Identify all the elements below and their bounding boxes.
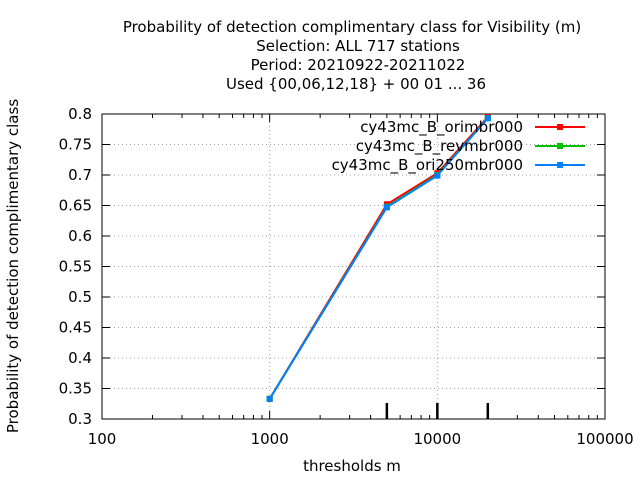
- legend-label: cy43mc_B_ori250mbr000: [332, 156, 523, 175]
- data-point: [266, 395, 273, 402]
- data-point: [484, 115, 491, 122]
- y-tick-label: 0.75: [59, 136, 92, 154]
- y-tick-label: 0.35: [59, 380, 92, 398]
- y-tick-label: 0.65: [59, 197, 92, 215]
- legend-label: cy43mc_B_revmbr000: [356, 137, 523, 156]
- x-tick-label: 100: [88, 430, 117, 448]
- x-tick-label: 100000: [576, 430, 633, 448]
- y-axis-label: Probability of detection complimentary c…: [4, 99, 22, 433]
- x-axis-label: thresholds m: [303, 457, 401, 475]
- y-tick-label: 0.4: [68, 349, 92, 367]
- x-axis: 100 1000 10000 100000: [88, 114, 634, 448]
- series-group: [266, 114, 491, 402]
- title-line-1: Probability of detection complimentary c…: [123, 18, 581, 36]
- y-tick-label: 0.55: [59, 258, 92, 276]
- legend-marker: [557, 124, 563, 130]
- y-tick-label: 0.5: [68, 288, 92, 306]
- x-tick-label: 1000: [251, 430, 289, 448]
- y-tick-label: 0.45: [59, 319, 92, 337]
- y-tick-label: 0.8: [68, 105, 92, 123]
- y-tick-label: 0.6: [68, 227, 92, 245]
- series-line: [268, 117, 489, 400]
- legend-marker: [557, 143, 563, 149]
- data-point: [383, 204, 390, 211]
- title-line-2: Selection: ALL 717 stations: [256, 37, 460, 55]
- y-axis: 0.3 0.35 0.4 0.45 0.5 0.55 0.6 0.65 0.7 0.75 0.8: [59, 105, 605, 428]
- data-point: [434, 172, 441, 179]
- legend-label: cy43mc_B_orimbr000: [360, 118, 523, 137]
- grid: [102, 114, 605, 419]
- x-tick-label: 10000: [413, 430, 461, 448]
- chart-title: Probability of detection complimentary c…: [123, 18, 581, 93]
- title-line-3: Period: 20210922-20211022: [251, 56, 466, 74]
- title-line-4: Used {00,06,12,18} + 00 01 ... 36: [226, 75, 486, 93]
- y-tick-label: 0.7: [68, 166, 92, 184]
- legend-marker: [557, 162, 563, 168]
- legend: cy43mc_B_orimbr000cy43mc_B_revmbr000cy43…: [332, 118, 585, 175]
- y-tick-label: 0.3: [68, 410, 92, 428]
